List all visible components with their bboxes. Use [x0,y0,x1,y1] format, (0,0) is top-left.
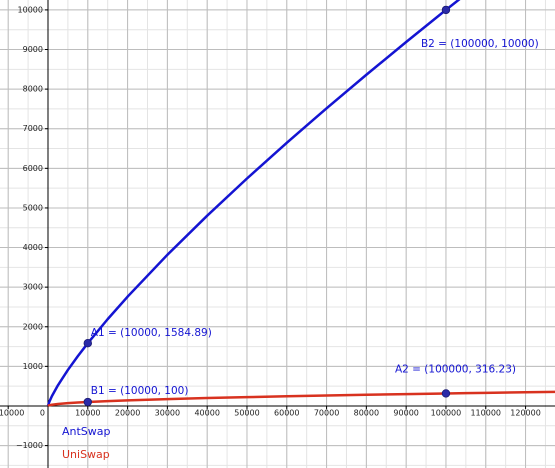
x-tick-label: 10000 [75,408,100,417]
x-tick-label: 40000 [194,408,219,417]
point-label: A2 = (100000, 316.23) [395,363,516,375]
curve [47,390,555,407]
legend-entry: AntSwap [62,425,111,438]
x-tick-label: 60000 [274,408,299,417]
x-tick-label: −10000 [0,408,24,417]
marks: AntSwap UniSwap A1 = (10000, 1584.89) B1 = … [62,5,539,461]
x-tick-label: 120000 [510,408,541,417]
y-tick-label: 9000 [23,45,43,54]
y-tick-label: 7000 [23,124,43,133]
point [83,397,92,407]
legend-entry: UniSwap [62,448,110,461]
y-tick-label: 5000 [23,203,43,212]
y-tick-label: 10000 [18,5,43,14]
y-tick-label: 6000 [23,164,43,173]
point-label: B1 = (10000, 100) [91,385,189,397]
x-tick-label: 100000 [431,408,462,417]
y-tick-label: 2000 [23,322,43,331]
point [83,339,92,348]
curve [46,0,461,407]
point [441,5,451,15]
y-tick-label: 8000 [23,85,43,94]
x-tick-label: 110000 [470,408,501,417]
point [441,389,451,398]
y-tick-label: 3000 [23,283,43,292]
point-label: A1 = (10000, 1584.89) [91,327,212,339]
y-tick-label: −1000 [16,441,43,450]
x-tick-label: 50000 [234,408,259,417]
curves [46,0,555,407]
x-tick-label: 0 [40,408,45,417]
x-tick-label: 20000 [115,408,140,417]
x-tick-label: 80000 [354,408,379,417]
x-tick-label: 30000 [155,408,180,417]
y-tick-label: 4000 [23,243,43,252]
x-tick-label: 90000 [393,408,418,417]
point-label: B2 = (100000, 10000) [421,38,539,50]
y-tick-label: 1000 [23,362,43,371]
x-tick-label: 70000 [314,408,339,417]
